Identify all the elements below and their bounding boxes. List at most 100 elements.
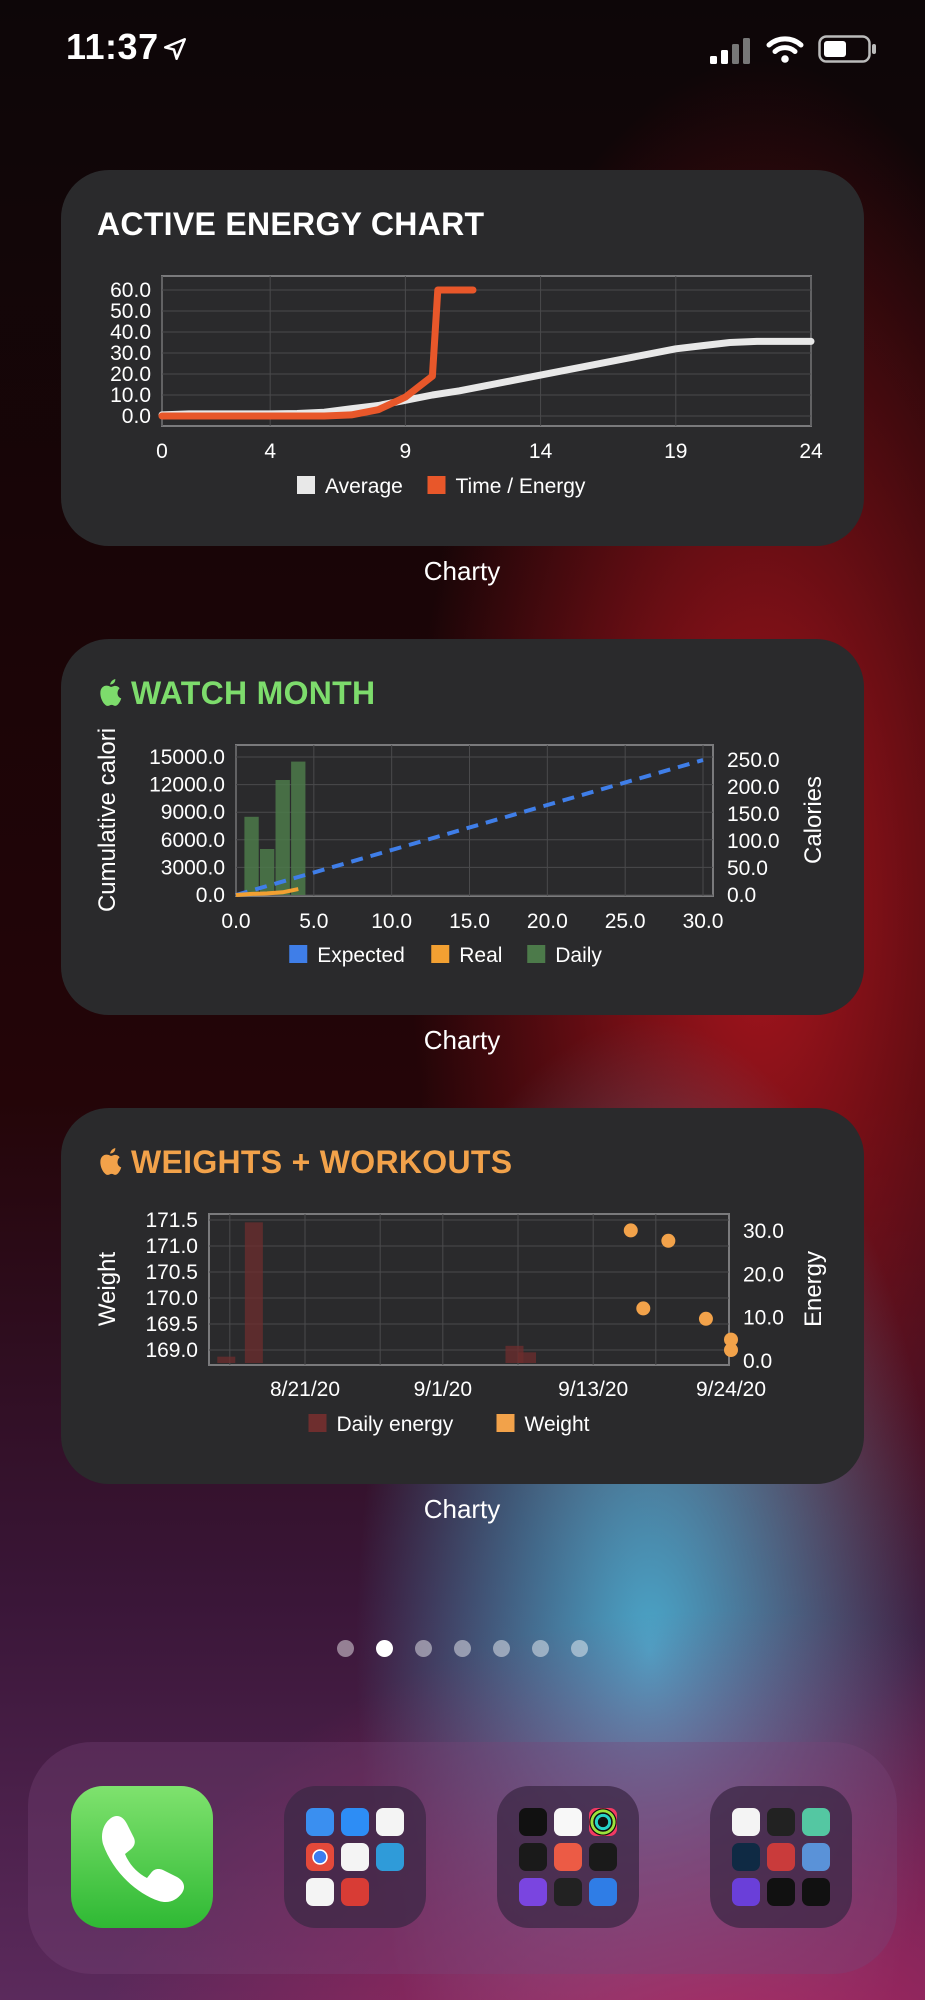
apple-logo-icon <box>100 1148 122 1175</box>
pdf-app-icon <box>341 1878 369 1906</box>
legend-swatch <box>427 476 446 494</box>
fitness-apps-folder[interactable] <box>710 1786 852 1928</box>
dock <box>28 1742 897 1974</box>
page-dot[interactable] <box>415 1640 432 1657</box>
x-tick-label: 24 <box>799 440 823 463</box>
paw-app-icon <box>767 1843 795 1871</box>
apple-logo-icon <box>100 679 122 706</box>
y-tick-label-left: 6000.0 <box>161 829 225 852</box>
daily-energy-bar <box>244 1222 263 1363</box>
phone-app-icon[interactable] <box>71 1786 213 1928</box>
legend-label: Real <box>459 944 502 967</box>
weight-point <box>698 1311 713 1326</box>
daily-bar <box>259 849 275 895</box>
green-heart-app-icon <box>802 1808 830 1836</box>
page-dot[interactable] <box>571 1640 588 1657</box>
heart-app-icon <box>519 1843 547 1871</box>
widget-app-label: Charty <box>423 1494 501 1524</box>
heart-watch-icon <box>767 1808 795 1836</box>
weight-point <box>724 1332 738 1347</box>
x-tick-label: 0.0 <box>221 910 250 933</box>
google-fit-icon <box>732 1808 760 1836</box>
x-tick-label: 19 <box>664 440 687 463</box>
legend-label: Time / Energy <box>456 475 586 498</box>
y-tick-label-left: 169.5 <box>145 1313 198 1336</box>
x-tick-label: 14 <box>529 440 553 463</box>
cellular-signal-icon <box>710 38 750 64</box>
x-tick-label: 9/13/20 <box>558 1378 628 1401</box>
right-axis-label: Calories <box>800 776 827 864</box>
page-dot[interactable] <box>532 1640 549 1657</box>
legend-swatch <box>308 1414 327 1432</box>
y-tick-label-right: 250.0 <box>727 749 780 772</box>
y-tick-label: 0.0 <box>122 405 151 428</box>
y-tick-label-left: 15000.0 <box>149 746 225 769</box>
x-tick-label: 25.0 <box>605 910 646 933</box>
y-tick-label-left: 3000.0 <box>161 856 225 879</box>
page-dot[interactable] <box>337 1640 354 1657</box>
plot-frame <box>235 744 714 897</box>
health-apps-folder[interactable] <box>497 1786 639 1928</box>
x-tick-label: 4 <box>264 440 276 463</box>
active-energy-widget[interactable]: ACTIVE ENERGY CHART 0.0 10.0 20.0 30.0 40.0 5… <box>61 170 864 546</box>
page-indicator[interactable] <box>0 1640 925 1660</box>
google-drive-icon <box>341 1843 369 1871</box>
y-tick-label-right: 10.0 <box>743 1307 784 1330</box>
google-apps-folder[interactable] <box>284 1786 426 1928</box>
y-tick-label: 10.0 <box>110 384 151 407</box>
y-tick-label-left: 170.0 <box>145 1287 198 1310</box>
y-tick-label-left: 171.5 <box>145 1209 198 1232</box>
nike-run-club-icon <box>767 1878 795 1906</box>
y-tick-label-left: 9000.0 <box>161 801 225 824</box>
y-tick-label-right: 20.0 <box>743 1263 784 1286</box>
watch-month-widget[interactable]: WATCH MONTH 0.0 3000.0 6000.0 9000.0 12000.0… <box>61 639 864 1015</box>
fitbit-icon <box>554 1878 582 1906</box>
x-tick-label: 30.0 <box>683 910 724 933</box>
wifi-icon <box>766 36 804 63</box>
legend-swatch <box>297 476 315 494</box>
heart-rate-app-icon <box>554 1843 582 1871</box>
page-dot[interactable] <box>454 1640 471 1657</box>
time-energy-line <box>158 286 477 420</box>
stats-app-icon <box>802 1843 830 1871</box>
activity-app-icon <box>589 1808 617 1836</box>
x-tick-label: 9/1/20 <box>414 1378 472 1401</box>
weight-point <box>661 1233 676 1248</box>
status-bar: 11:37 <box>0 0 925 100</box>
yellow-heart-app-icon <box>589 1843 617 1871</box>
legend-label: Daily energy <box>337 1413 454 1436</box>
widget-title: WEIGHTS + WORKOUTS <box>97 1144 512 1181</box>
left-axis-label: Cumulative calori <box>94 728 121 912</box>
page-dot[interactable] <box>493 1640 510 1657</box>
purple-heart-app-icon <box>519 1878 547 1906</box>
y-tick-label-right: 0.0 <box>727 884 756 907</box>
y-tick-label: 30.0 <box>110 342 151 365</box>
daily-bar <box>291 761 306 895</box>
active-energy-chart: 0.010.020.030.040.050.060.0 0 4 9 14 19 24 Aver… <box>110 275 823 498</box>
health-app-icon <box>554 1808 582 1836</box>
daily-bar <box>275 780 290 895</box>
x-tick-label: 0 <box>156 440 168 463</box>
y-tick-label-right: 0.0 <box>743 1350 772 1373</box>
left-axis-label: Weight <box>94 1252 121 1327</box>
page-dot[interactable] <box>376 1640 393 1657</box>
x-tick-label: 10.0 <box>371 910 412 933</box>
y-tick-label-left: 170.5 <box>145 1261 198 1284</box>
weights-workouts-chart: 169.0 169.5 170.0 170.5 171.0 171.5 0.0 10.0 20.… <box>94 1209 827 1436</box>
mail-icon <box>306 1808 334 1836</box>
battery-icon <box>818 35 876 63</box>
widget-app-label: Charty <box>423 556 501 586</box>
x-tick-label: 9/24/20 <box>696 1378 766 1401</box>
legend-label: Daily <box>555 944 602 967</box>
blue-heart-app-icon <box>589 1878 617 1906</box>
legend-label: Average <box>325 475 403 498</box>
y-tick-label-right: 200.0 <box>727 776 780 799</box>
weights-workouts-widget[interactable]: WEIGHTS + WORKOUTS 169.0 169.5 170.0 170.5 1… <box>61 1108 864 1484</box>
widget-title: ACTIVE ENERGY CHART <box>97 206 485 242</box>
y-tick-label-right: 100.0 <box>727 830 780 853</box>
gmail-icon <box>376 1808 404 1836</box>
legend-swatch <box>527 945 546 963</box>
y-tick-label-left: 12000.0 <box>149 774 225 797</box>
walking-app-icon <box>802 1878 830 1906</box>
daily-bar <box>244 816 259 895</box>
